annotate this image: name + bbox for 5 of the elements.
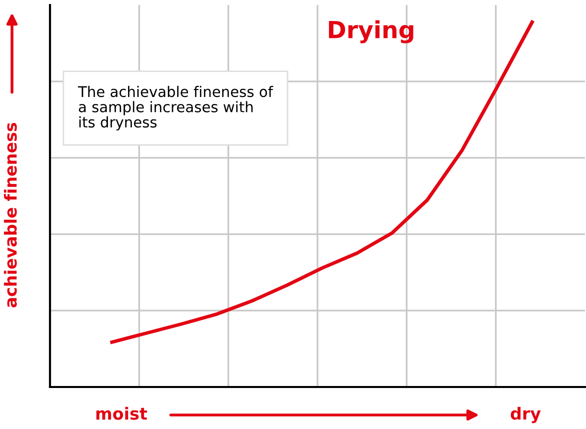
text: dry bbox=[510, 406, 541, 424]
annotation: The achievable fineness of a sample increases with its dryness bbox=[78, 86, 274, 130]
text: moist bbox=[96, 406, 148, 420]
chart-title: Drying bbox=[328, 20, 414, 44]
y-axis-title: achievable fineness bbox=[4, 122, 17, 308]
